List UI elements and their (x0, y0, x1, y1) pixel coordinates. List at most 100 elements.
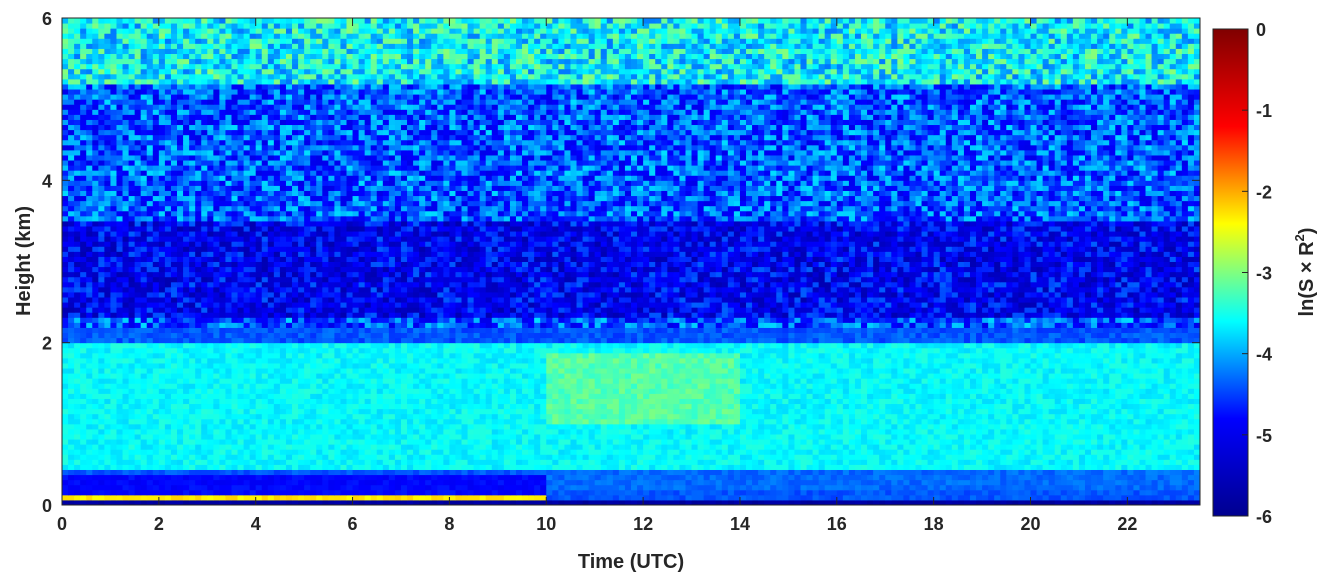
heatmap-cell (1084, 423, 1092, 430)
heatmap-cell (661, 398, 668, 405)
heatmap-cell (842, 433, 850, 440)
heatmap-cell (279, 368, 287, 374)
heatmap-cell (304, 368, 311, 374)
heatmap-cell (394, 403, 402, 410)
heatmap-cell (746, 484, 753, 491)
heatmap-cell (346, 368, 354, 374)
heatmap-cell (969, 499, 977, 505)
heatmap-cell (794, 474, 801, 481)
heatmap-cell (1030, 433, 1038, 440)
heatmap-cell (128, 378, 136, 384)
heatmap-cell (1072, 459, 1080, 465)
heatmap-cell (170, 423, 178, 430)
heatmap-cell (273, 489, 281, 496)
heatmap-cell (231, 413, 239, 420)
heatmap-cell (503, 449, 511, 455)
heatmap-cell (824, 474, 832, 481)
heatmap-cell (1042, 454, 1050, 460)
heatmap-cell (570, 494, 578, 501)
heatmap-cell (1006, 388, 1013, 394)
heatmap-cell (976, 459, 983, 465)
heatmap-cell (110, 484, 117, 491)
heatmap-cell (854, 439, 862, 445)
heatmap-cell (473, 413, 481, 420)
heatmap-cell (92, 464, 99, 470)
heatmap-cell (1072, 428, 1080, 435)
heatmap-cell (939, 388, 947, 394)
heatmap-cell (346, 398, 354, 405)
heatmap-cell (207, 459, 214, 465)
heatmap-cell (764, 403, 771, 410)
heatmap-cell (951, 499, 959, 505)
heatmap-cell (1066, 418, 1074, 425)
heatmap-cell (376, 439, 384, 445)
heatmap-cell (903, 444, 910, 450)
heatmap-cell (479, 484, 487, 491)
heatmap-cell (782, 479, 789, 486)
heatmap-cell (703, 373, 711, 379)
heatmap-cell (364, 388, 372, 394)
heatmap-cell (994, 378, 1001, 384)
heatmap-cell (903, 413, 910, 420)
heatmap-cell (231, 428, 239, 435)
heatmap-cell (969, 413, 977, 420)
heatmap-cell (116, 388, 124, 394)
heatmap-cell (158, 484, 166, 491)
heatmap-cell (86, 474, 93, 481)
heatmap-cell (600, 474, 608, 481)
heatmap-cell (86, 439, 93, 445)
heatmap-cell (110, 433, 117, 440)
heatmap-cell (945, 423, 953, 430)
heatmap-cell (752, 464, 759, 470)
heatmap-cell (915, 413, 923, 420)
heatmap-cell (86, 428, 93, 435)
heatmap-cell (134, 413, 142, 420)
heatmap-cell (1054, 388, 1062, 394)
heatmap-cell (721, 489, 729, 496)
heatmap-cell (80, 418, 87, 425)
heatmap-cell (691, 474, 699, 481)
heatmap-cell (915, 403, 923, 410)
heatmap-cell (867, 454, 874, 460)
heatmap-cell (407, 469, 414, 476)
heatmap-cell (570, 423, 578, 430)
heatmap-cell (285, 423, 293, 430)
heatmap-cell (806, 469, 814, 476)
heatmap-cell (637, 428, 644, 435)
heatmap-cell (776, 489, 783, 496)
heatmap-cell (770, 449, 777, 455)
heatmap-cell (830, 444, 838, 450)
heatmap-cell (509, 499, 517, 505)
heatmap-cell (158, 479, 166, 486)
heatmap-cell (618, 378, 626, 384)
heatmap-cell (854, 398, 862, 405)
heatmap-cell (1060, 418, 1068, 425)
heatmap-cell (122, 484, 130, 491)
heatmap-cell (915, 398, 923, 405)
heatmap-cell (170, 489, 178, 496)
heatmap-cell (213, 459, 220, 465)
heatmap-cell (122, 469, 130, 476)
heatmap-cell (812, 398, 820, 405)
heatmap-cell (122, 499, 130, 505)
heatmap-cell (413, 454, 420, 460)
heatmap-cell (201, 433, 208, 440)
heatmap-cell (939, 459, 947, 465)
heatmap-cell (485, 383, 493, 389)
heatmap-cell (1084, 408, 1092, 415)
heatmap-cell (122, 413, 130, 420)
heatmap-cell (836, 403, 844, 410)
heatmap-cell (764, 469, 771, 476)
heatmap-cell (739, 423, 747, 430)
heatmap-cell (1181, 469, 1189, 476)
heatmap-cell (189, 373, 196, 379)
heatmap-cell (794, 423, 801, 430)
heatmap-cell (334, 474, 341, 481)
heatmap-cell (927, 378, 935, 384)
heatmap-cell (1115, 423, 1122, 430)
heatmap-cell (467, 393, 475, 399)
heatmap-cell (1133, 413, 1140, 420)
heatmap-cell (225, 464, 232, 470)
heatmap-cell (146, 378, 154, 384)
heatmap-cell (739, 484, 747, 491)
